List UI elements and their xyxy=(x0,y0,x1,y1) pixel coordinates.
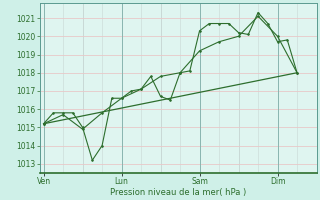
X-axis label: Pression niveau de la mer( hPa ): Pression niveau de la mer( hPa ) xyxy=(110,188,246,197)
